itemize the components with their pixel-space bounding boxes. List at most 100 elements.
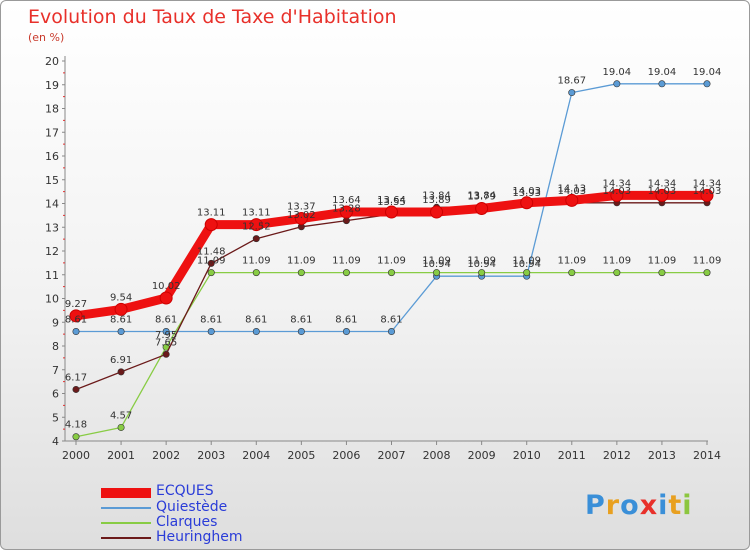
legend-label-quiestede: Quiestède (156, 499, 228, 515)
data-point (703, 269, 711, 277)
data-point (655, 188, 669, 202)
data-point (252, 328, 260, 336)
data-point (159, 291, 173, 305)
x-tick-label: 2003 (197, 449, 225, 462)
data-label: 13.79 (467, 191, 496, 202)
data-point (297, 269, 305, 277)
x-tick-label: 2012 (603, 449, 631, 462)
data-label: 14.34 (693, 178, 722, 189)
y-tick-label: 19 (45, 79, 59, 92)
y-tick-label: 15 (45, 174, 59, 187)
data-label: 10.94 (512, 259, 541, 270)
x-tick-label: 2004 (242, 449, 270, 462)
data-label: 11.09 (197, 256, 226, 267)
data-label: 8.61 (65, 315, 87, 326)
data-label: 8.61 (155, 315, 177, 326)
x-tick-label: 2011 (558, 449, 586, 462)
data-label: 11.09 (648, 256, 677, 267)
y-tick-label: 6 (52, 388, 59, 401)
data-label: 13.02 (287, 210, 316, 221)
data-point (162, 350, 170, 358)
brand-letter: r (605, 490, 621, 521)
data-point (387, 328, 395, 336)
data-point (204, 218, 218, 232)
data-label: 10.02 (152, 281, 181, 292)
data-label: 13.84 (422, 190, 451, 201)
data-point (613, 269, 621, 277)
y-tick-label: 12 (45, 245, 59, 258)
x-tick-label: 2002 (152, 449, 180, 462)
data-point (207, 328, 215, 336)
x-tick-label: 2001 (107, 449, 135, 462)
data-label: 14.13 (557, 183, 586, 194)
y-tick-label: 13 (45, 221, 59, 234)
data-label: 13.64 (332, 195, 361, 206)
legend-item-quiestede: Quiestède (101, 499, 301, 516)
data-point (568, 269, 576, 277)
data-point (117, 423, 125, 431)
x-tick-label: 2008 (423, 449, 451, 462)
x-tick-label: 2005 (287, 449, 315, 462)
x-tick-label: 2010 (513, 449, 541, 462)
data-label: 14.03 (512, 186, 541, 197)
data-label: 11.09 (242, 256, 271, 267)
data-label: 8.61 (335, 315, 357, 326)
legend-swatch-clarques (101, 522, 151, 524)
data-point (117, 368, 125, 376)
y-tick-label: 17 (45, 126, 59, 139)
y-tick-label: 7 (52, 364, 59, 377)
data-label: 11.48 (197, 246, 226, 257)
data-label: 14.03 (648, 186, 677, 197)
brand-logo: Proxiti (585, 490, 693, 521)
data-label: 8.61 (110, 315, 132, 326)
data-label: 19.04 (603, 67, 632, 78)
data-label: 8.61 (245, 315, 267, 326)
data-point (339, 205, 353, 219)
data-point (249, 218, 263, 232)
data-label: 13.11 (197, 208, 226, 219)
data-label: 8.61 (290, 315, 312, 326)
data-label: 9.54 (110, 292, 132, 303)
y-tick-label: 10 (45, 293, 59, 306)
y-tick-label: 4 (52, 435, 59, 448)
y-tick-label: 18 (45, 103, 59, 116)
data-point (294, 211, 308, 225)
data-point (72, 433, 80, 441)
data-point (207, 269, 215, 277)
data-label: 13.11 (242, 208, 271, 219)
legend-item-clarques: Clarques (101, 514, 301, 531)
data-label: 11.09 (332, 256, 361, 267)
data-point (565, 193, 579, 207)
x-tick-label: 2000 (62, 449, 90, 462)
data-point (520, 196, 534, 210)
data-label: 14.03 (603, 186, 632, 197)
data-point (342, 328, 350, 336)
data-label: 11.09 (512, 256, 541, 267)
data-label: 13.89 (422, 195, 451, 206)
chart-title: Evolution du Taux de Taxe d'Habitation (28, 6, 397, 28)
data-point (69, 309, 83, 323)
x-tick-label: 2007 (378, 449, 406, 462)
data-label: 14.34 (648, 178, 677, 189)
y-tick-label: 5 (52, 411, 59, 424)
x-tick-label: 2009 (468, 449, 496, 462)
data-point (433, 269, 441, 277)
data-label: 10.94 (422, 259, 451, 270)
data-label: 13.64 (377, 195, 406, 206)
y-tick-label: 11 (45, 269, 59, 282)
data-label: 6.91 (110, 355, 132, 366)
data-point (658, 269, 666, 277)
data-label: 11.09 (557, 256, 586, 267)
legend-label-heuringhem: Heuringhem (156, 529, 243, 545)
data-point (207, 259, 215, 267)
data-label: 4.18 (65, 420, 87, 431)
data-point (475, 201, 489, 215)
data-point (523, 269, 531, 277)
data-point (297, 328, 305, 336)
data-point (613, 80, 621, 88)
legend-swatch-quiestede (101, 507, 151, 509)
data-point (342, 269, 350, 277)
brand-letter: t (668, 490, 683, 521)
data-point (478, 269, 486, 277)
